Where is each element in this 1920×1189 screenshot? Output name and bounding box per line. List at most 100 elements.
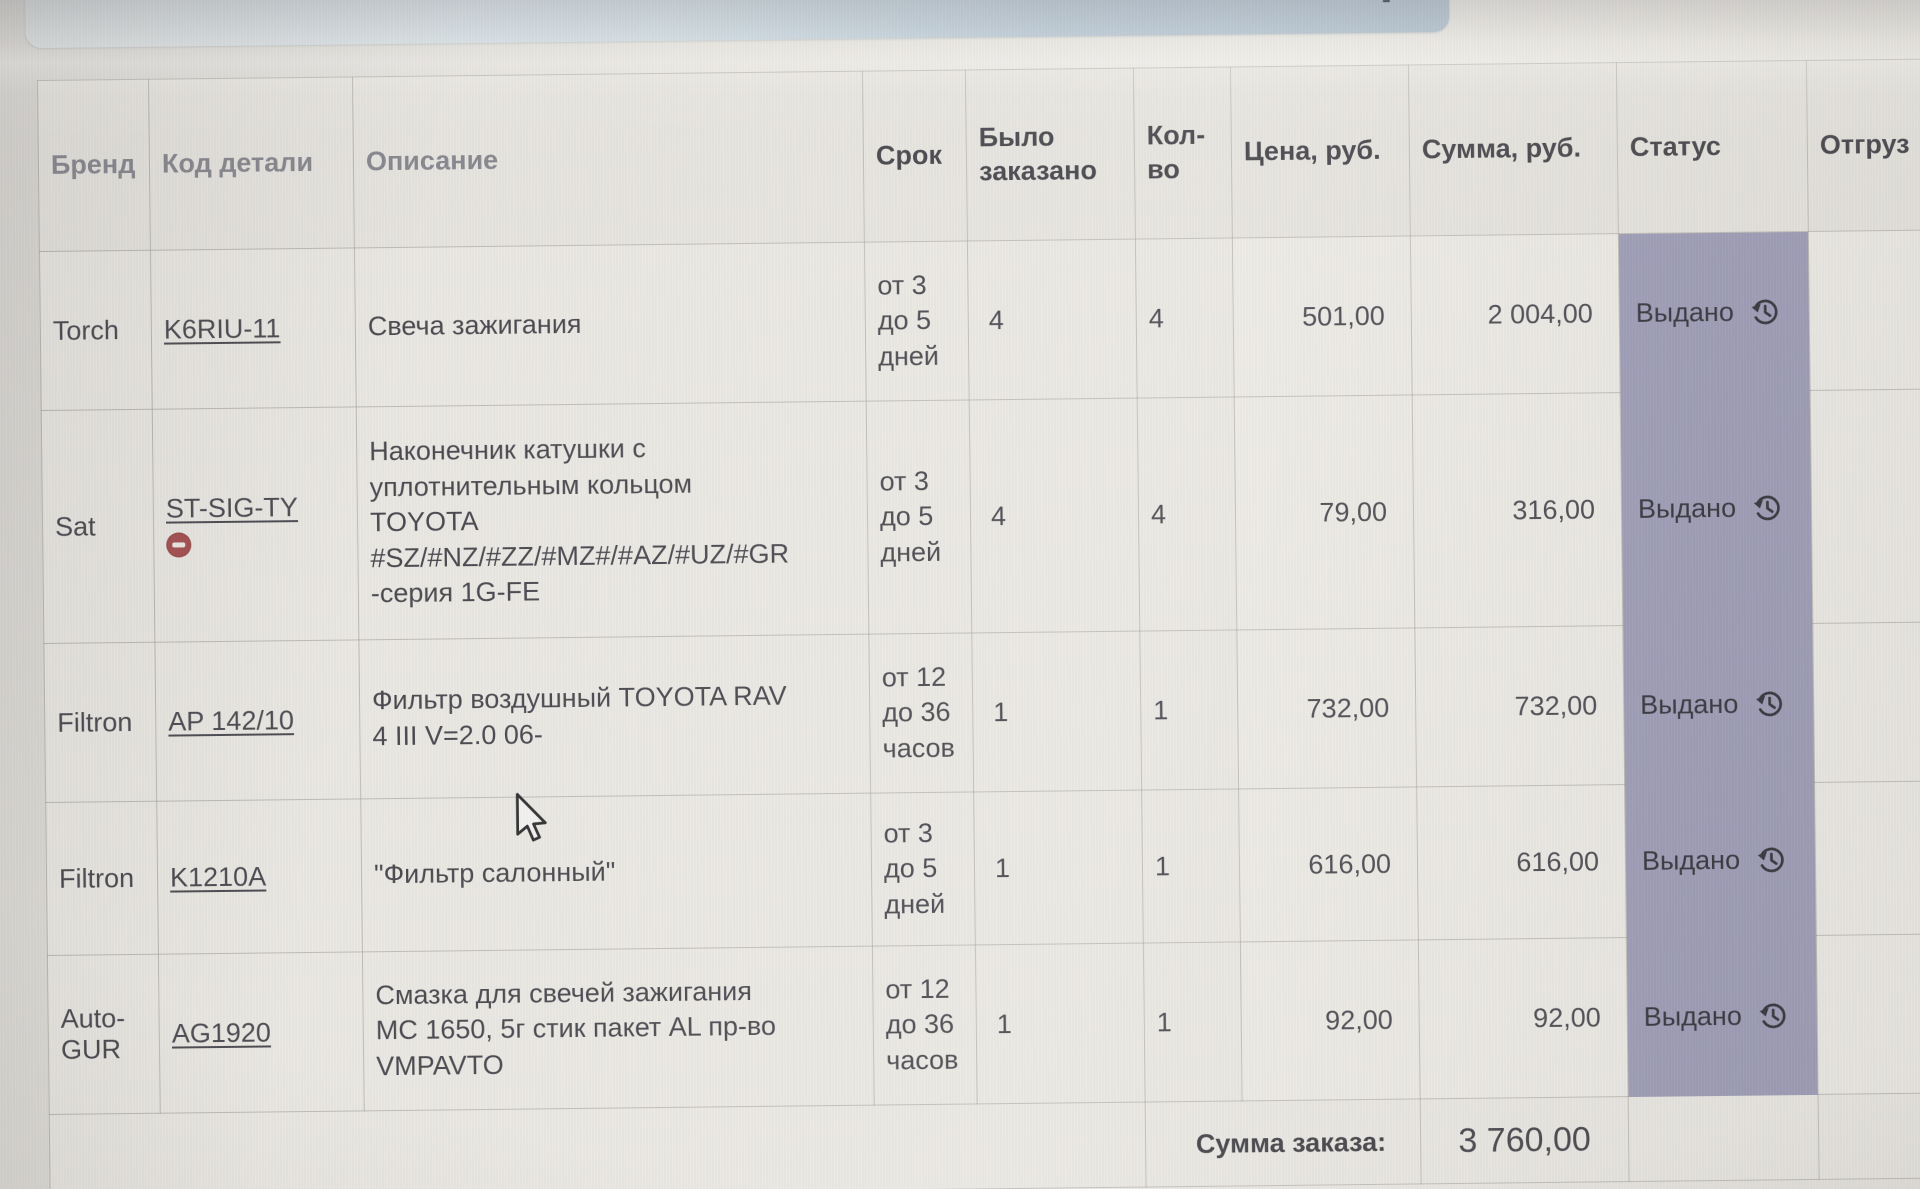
brand-cell: Filtron bbox=[45, 801, 159, 956]
qty-cell: 1 bbox=[1139, 629, 1239, 791]
brand-label: Sat bbox=[54, 510, 96, 542]
part-code-link[interactable]: AP 142/10 bbox=[168, 704, 295, 737]
order-table-wrap: Бренд Код детали Описание Срок Было зака… bbox=[37, 58, 1920, 1189]
description-text: "Фильтр салонный" bbox=[373, 856, 616, 890]
status-cell: Выдано bbox=[1626, 935, 1819, 1097]
price-cell: 92,00 bbox=[1240, 939, 1421, 1101]
price-cell: 732,00 bbox=[1236, 627, 1417, 789]
ordered-qty-cell: 4 bbox=[969, 398, 1140, 633]
status-label: Выдано bbox=[1640, 688, 1739, 720]
sum-cell: 92,00 bbox=[1418, 937, 1629, 1099]
shipment-cell bbox=[1816, 933, 1920, 1095]
header-row: Бренд Код детали Описание Срок Было зака… bbox=[37, 58, 1920, 252]
brand-label: Auto-GUR bbox=[60, 1003, 126, 1065]
history-icon[interactable] bbox=[1756, 844, 1787, 875]
description-cell: Смазка для свечей зажигания МС 1650, 5г … bbox=[362, 946, 875, 1111]
term-cell: от 3 до 5 дней bbox=[866, 399, 972, 635]
history-icon[interactable] bbox=[1758, 1000, 1789, 1031]
description-cell: Свеча зажигания bbox=[354, 242, 867, 407]
total-shipment-cell bbox=[1818, 1092, 1920, 1180]
part-code-cell: AP 142/10 bbox=[154, 639, 361, 802]
term-cell: от 3 до 5 дней bbox=[864, 240, 970, 402]
header-status: Статус bbox=[1616, 60, 1809, 234]
header-code: Код детали bbox=[148, 76, 355, 251]
ordered-qty-cell: 4 bbox=[967, 239, 1138, 400]
price-cell: 616,00 bbox=[1238, 786, 1419, 942]
total-row-spacer bbox=[49, 1102, 1147, 1189]
order-total-value: 3 760,00 bbox=[1420, 1096, 1630, 1184]
price-cell: 501,00 bbox=[1232, 235, 1413, 397]
table-row: Filtron K1210A "Фильтр салонный" от 3 до… bbox=[45, 780, 1920, 956]
sum-cell: 732,00 bbox=[1414, 625, 1625, 787]
shipment-cell bbox=[1808, 229, 1920, 391]
header-shipment: Отгруз bbox=[1806, 58, 1920, 232]
part-code-cell: ST-SIG-TY bbox=[152, 406, 359, 643]
shipment-cell bbox=[1810, 388, 1920, 624]
qty-value: 4 bbox=[1148, 302, 1164, 333]
description-cell: "Фильтр салонный" bbox=[360, 793, 873, 952]
shipment-cell bbox=[1814, 780, 1920, 936]
header-ordered: Было заказано bbox=[965, 68, 1136, 241]
history-icon[interactable] bbox=[1750, 296, 1781, 327]
description-text: Смазка для свечей зажигания МС 1650, 5г … bbox=[375, 975, 777, 1082]
term-cell: от 12 до 36 часов bbox=[868, 632, 974, 794]
qty-value: 1 bbox=[1156, 1006, 1172, 1037]
shipment-cell bbox=[1812, 621, 1920, 783]
sum-value: 732,00 bbox=[1514, 689, 1598, 721]
ordered-qty-cell: 1 bbox=[973, 790, 1144, 945]
status-label: Выдано bbox=[1637, 492, 1737, 524]
status-label: Выдано bbox=[1643, 1000, 1743, 1032]
price-value: 732,00 bbox=[1306, 692, 1390, 724]
brand-cell: Filtron bbox=[43, 642, 157, 803]
part-code-link[interactable]: K6RIU-11 bbox=[163, 312, 281, 345]
top-panel-fragment[interactable]: ] bbox=[24, 0, 1450, 49]
sum-cell: 2 004,00 bbox=[1410, 233, 1621, 395]
status-label: Выдано bbox=[1635, 296, 1735, 328]
sum-cell: 316,00 bbox=[1412, 392, 1623, 628]
history-icon[interactable] bbox=[1752, 492, 1783, 523]
description-cell: Фильтр воздушный TOYOTA RAV 4 III V=2.0 … bbox=[358, 634, 871, 799]
status-cell: Выдано bbox=[1624, 782, 1817, 938]
description-text: Свеча зажигания bbox=[367, 309, 582, 342]
table-row: Auto-GUR AG1920 Смазка для свечей зажига… bbox=[47, 933, 1920, 1115]
part-code-cell: AG1920 bbox=[158, 951, 365, 1114]
part-code-link[interactable]: AG1920 bbox=[171, 1016, 272, 1049]
brand-cell: Torch bbox=[39, 250, 153, 411]
description-text: Наконечник катушки с уплотнительным коль… bbox=[369, 433, 790, 609]
part-code-link[interactable]: K1210A bbox=[169, 860, 267, 893]
sum-value: 316,00 bbox=[1512, 493, 1596, 525]
header-sum: Сумма, руб. bbox=[1408, 62, 1619, 236]
ordered-qty-cell: 1 bbox=[971, 631, 1142, 792]
order-table: Бренд Код детали Описание Срок Было зака… bbox=[37, 58, 1920, 1189]
header-term: Срок bbox=[862, 70, 968, 243]
header-brand: Бренд bbox=[37, 79, 151, 252]
status-cell: Выдано bbox=[1618, 231, 1811, 393]
price-value: 616,00 bbox=[1308, 848, 1392, 880]
qty-cell: 1 bbox=[1141, 788, 1241, 944]
term-cell: от 3 до 5 дней bbox=[870, 791, 976, 947]
price-value: 92,00 bbox=[1324, 1004, 1393, 1035]
term-text: от 3 до 5 дней bbox=[879, 465, 942, 568]
table-row: Torch K6RIU-11 Свеча зажигания от 3 до 5… bbox=[39, 229, 1920, 411]
sum-value: 92,00 bbox=[1532, 1001, 1601, 1033]
header-desc: Описание bbox=[352, 71, 865, 248]
term-text: от 3 до 5 дней bbox=[883, 817, 946, 920]
part-code-link[interactable]: ST-SIG-TY bbox=[165, 492, 299, 524]
qty-value: 1 bbox=[1153, 694, 1169, 725]
term-text: от 12 до 36 часов bbox=[885, 973, 959, 1076]
mouse-cursor-icon bbox=[515, 792, 547, 842]
description-cell: Наконечник катушки с уплотнительным коль… bbox=[356, 401, 869, 640]
ordered-qty-cell: 1 bbox=[975, 943, 1146, 1104]
brand-cell: Sat bbox=[41, 409, 155, 644]
brand-label: Filtron bbox=[58, 862, 135, 894]
total-status-cell bbox=[1628, 1094, 1820, 1182]
history-icon[interactable] bbox=[1754, 688, 1785, 719]
ordered-qty-value: 1 bbox=[994, 852, 1011, 883]
term-cell: от 12 до 36 часов bbox=[872, 944, 978, 1106]
sum-cell: 616,00 bbox=[1416, 784, 1627, 940]
qty-value: 1 bbox=[1154, 850, 1171, 881]
ordered-qty-value: 1 bbox=[993, 696, 1009, 727]
ordered-qty-value: 1 bbox=[996, 1008, 1012, 1039]
ordered-qty-value: 4 bbox=[990, 500, 1007, 531]
